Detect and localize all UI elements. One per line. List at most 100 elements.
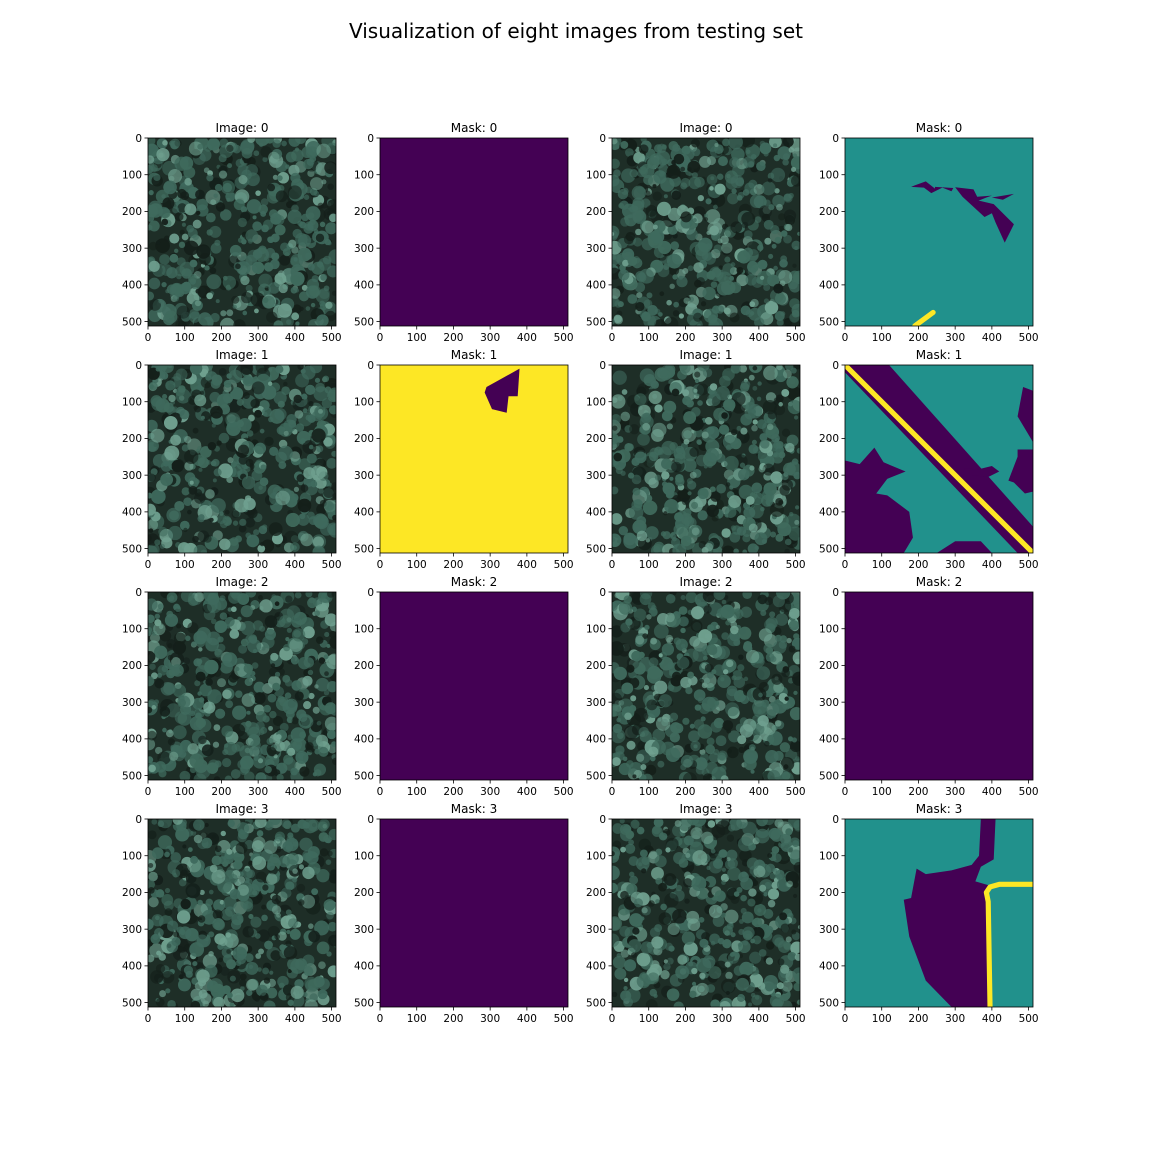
tree-crown (247, 507, 258, 519)
mask-region (936, 541, 992, 553)
tree-crown (185, 883, 201, 899)
tree-crown (246, 978, 258, 991)
tree-crown (749, 951, 762, 964)
tree-crown (661, 410, 673, 422)
tree-crown (623, 725, 638, 740)
tree-crown (776, 203, 783, 211)
tree-crown (633, 522, 645, 534)
tree-crown (689, 447, 699, 457)
x-tick-label: 300 (945, 332, 965, 344)
tree-crown (331, 741, 336, 747)
tree-crown (688, 730, 700, 743)
tree-crown (260, 464, 267, 471)
tree-crown (768, 138, 782, 149)
tree-crown (172, 684, 187, 698)
tree-crown (258, 595, 263, 600)
tree-crown (312, 545, 326, 553)
tree-crown (179, 409, 190, 420)
tree-crown (788, 526, 800, 541)
x-tick-label: 400 (749, 332, 769, 344)
tree-crown (222, 652, 238, 668)
tree-crown (315, 382, 325, 393)
tree-crown (641, 856, 650, 866)
tree-crown (748, 1002, 753, 1007)
mask-region (1008, 449, 1033, 494)
tree-crown (700, 301, 707, 307)
tree-crown (268, 209, 278, 219)
tree-crown (704, 542, 714, 552)
tree-crown (715, 386, 730, 401)
tree-crown (635, 301, 645, 312)
tree-crown (305, 146, 319, 159)
tree-crown (613, 452, 623, 462)
tree-crown (724, 506, 737, 518)
tree-crown (248, 860, 254, 866)
tree-crown (793, 820, 800, 831)
tree-crown (253, 481, 267, 495)
tree-crown (167, 1000, 176, 1007)
tree-crown (752, 365, 758, 371)
tree-crown (222, 985, 231, 995)
tree-crown (212, 478, 217, 483)
x-tick-label: 400 (517, 332, 537, 344)
subplot-content (380, 819, 568, 1007)
tree-crown (631, 650, 642, 662)
y-tick-label: 200 (354, 887, 374, 899)
tree-crown (747, 543, 759, 553)
tree-crown (653, 993, 658, 998)
tree-crown (660, 903, 667, 911)
mask-line (845, 365, 1033, 553)
tree-crown (792, 893, 798, 899)
tree-crown (259, 989, 267, 996)
tree-crown (714, 183, 726, 195)
tree-crown (666, 164, 681, 179)
tree-crown (622, 824, 632, 834)
tree-crown (293, 394, 302, 404)
tree-crown (220, 830, 226, 837)
tree-crown (692, 148, 701, 157)
subplot-title: Image: 2 (679, 575, 732, 589)
tree-crown (749, 194, 764, 209)
x-tick-label: 0 (145, 332, 152, 344)
tree-crown (746, 857, 759, 870)
tree-crown (301, 284, 308, 291)
tree-crown (244, 517, 256, 528)
tree-crown (683, 878, 693, 888)
tree-crown (225, 412, 241, 428)
tree-crown (285, 319, 292, 325)
tree-crown (302, 954, 315, 967)
y-tick-label: 400 (122, 280, 142, 292)
tree-crown (187, 743, 199, 755)
tree-crown (724, 909, 739, 924)
tree-crown (316, 143, 332, 159)
tree-crown (701, 831, 714, 845)
tree-crown (284, 877, 297, 890)
tree-crown (737, 994, 746, 1002)
y-tick-label: 100 (354, 624, 374, 636)
y-tick-label: 200 (819, 206, 839, 218)
tree-crown (254, 409, 263, 418)
tree-crown (326, 681, 336, 693)
subplot-title: Mask: 3 (451, 802, 497, 816)
tree-crown (790, 175, 800, 187)
tree-crown (163, 416, 178, 430)
tree-crown (233, 851, 245, 863)
tree-crown (721, 528, 731, 538)
tree-crown (702, 286, 716, 301)
tree-crown (729, 275, 735, 281)
tree-crown (614, 300, 622, 308)
tree-crown (689, 723, 695, 729)
y-tick-label: 100 (122, 397, 142, 409)
tree-crown (673, 153, 685, 165)
tree-crown (753, 865, 766, 878)
tree-crown (749, 465, 755, 471)
tree-crown (713, 204, 718, 210)
tree-crown (752, 917, 763, 928)
x-tick-label: 100 (175, 786, 195, 798)
tree-crown (746, 149, 751, 154)
tree-crown (259, 541, 265, 547)
tree-crown (788, 620, 800, 631)
tree-crown (745, 274, 758, 286)
